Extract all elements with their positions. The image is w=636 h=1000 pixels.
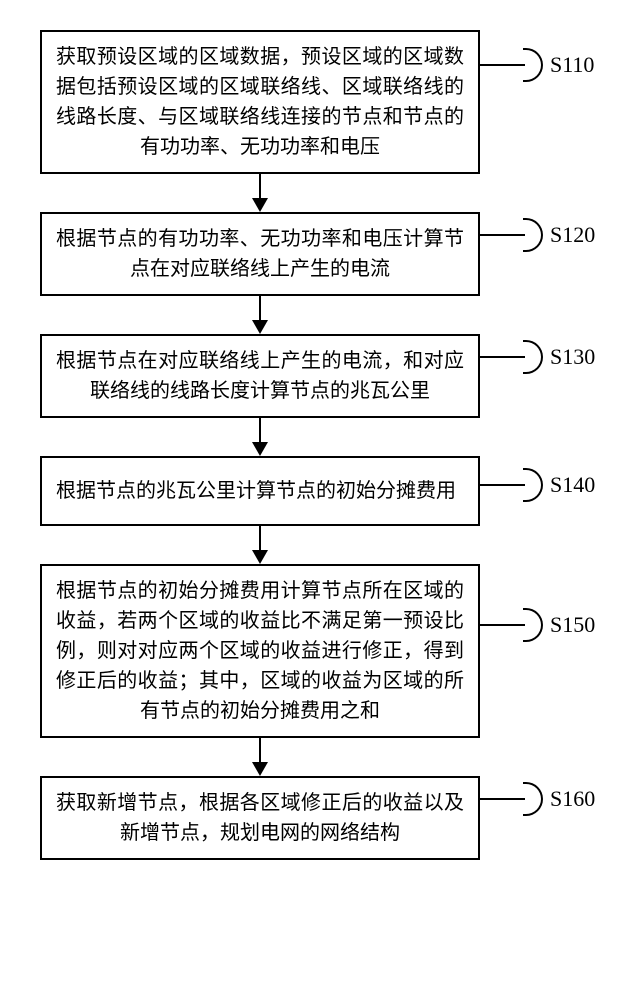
step-s130: 根据节点在对应联络线上产生的电流，和对应联络线的线路长度计算节点的兆瓦公里 S1… xyxy=(40,334,600,418)
box-s140: 根据节点的兆瓦公里计算节点的初始分摊费用 xyxy=(40,456,480,526)
box-s120: 根据节点的有功功率、无功功率和电压计算节点在对应联络线上产生的电流 xyxy=(40,212,480,296)
label-s140: S140 xyxy=(550,472,595,498)
label-s120: S120 xyxy=(550,222,595,248)
arrow-2 xyxy=(40,296,480,334)
arrow-head xyxy=(252,762,268,776)
arrow-line xyxy=(259,296,261,322)
curve-s110 xyxy=(523,48,543,82)
text-s150: 根据节点的初始分摊费用计算节点所在区域的收益，若两个区域的收益比不满足第一预设比… xyxy=(56,580,464,722)
arrow-head xyxy=(252,320,268,334)
arrow-head xyxy=(252,198,268,212)
text-s120: 根据节点的有功功率、无功功率和电压计算节点在对应联络线上产生的电流 xyxy=(56,228,464,280)
step-s120: 根据节点的有功功率、无功功率和电压计算节点在对应联络线上产生的电流 S120 xyxy=(40,212,600,296)
flowchart-container: 获取预设区域的区域数据，预设区域的区域数据包括预设区域的区域联络线、区域联络线的… xyxy=(40,30,600,860)
text-s160: 获取新增节点，根据各区域修正后的收益以及新增节点，规划电网的网络结构 xyxy=(56,792,464,844)
label-s110: S110 xyxy=(550,52,594,78)
arrow-3 xyxy=(40,418,480,456)
connector-s150 xyxy=(480,624,525,626)
label-s160: S160 xyxy=(550,786,595,812)
label-s130: S130 xyxy=(550,344,595,370)
arrow-head xyxy=(252,442,268,456)
connector-s130 xyxy=(480,356,525,358)
arrow-line xyxy=(259,174,261,200)
step-s140: 根据节点的兆瓦公里计算节点的初始分摊费用 S140 xyxy=(40,456,600,526)
text-s110: 获取预设区域的区域数据，预设区域的区域数据包括预设区域的区域联络线、区域联络线的… xyxy=(56,46,464,158)
connector-s120 xyxy=(480,234,525,236)
arrow-line xyxy=(259,526,261,552)
curve-s130 xyxy=(523,340,543,374)
label-s150: S150 xyxy=(550,612,595,638)
connector-s160 xyxy=(480,798,525,800)
text-s140: 根据节点的兆瓦公里计算节点的初始分摊费用 xyxy=(56,480,456,502)
curve-s120 xyxy=(523,218,543,252)
step-s150: 根据节点的初始分摊费用计算节点所在区域的收益，若两个区域的收益比不满足第一预设比… xyxy=(40,564,600,738)
curve-s140 xyxy=(523,468,543,502)
connector-s140 xyxy=(480,484,525,486)
arrow-5 xyxy=(40,738,480,776)
arrow-line xyxy=(259,418,261,444)
step-s110: 获取预设区域的区域数据，预设区域的区域数据包括预设区域的区域联络线、区域联络线的… xyxy=(40,30,600,174)
box-s130: 根据节点在对应联络线上产生的电流，和对应联络线的线路长度计算节点的兆瓦公里 xyxy=(40,334,480,418)
arrow-1 xyxy=(40,174,480,212)
curve-s150 xyxy=(523,608,543,642)
box-s150: 根据节点的初始分摊费用计算节点所在区域的收益，若两个区域的收益比不满足第一预设比… xyxy=(40,564,480,738)
curve-s160 xyxy=(523,782,543,816)
arrow-4 xyxy=(40,526,480,564)
text-s130: 根据节点在对应联络线上产生的电流，和对应联络线的线路长度计算节点的兆瓦公里 xyxy=(56,350,464,402)
box-s160: 获取新增节点，根据各区域修正后的收益以及新增节点，规划电网的网络结构 xyxy=(40,776,480,860)
step-s160: 获取新增节点，根据各区域修正后的收益以及新增节点，规划电网的网络结构 S160 xyxy=(40,776,600,860)
arrow-head xyxy=(252,550,268,564)
connector-s110 xyxy=(480,64,525,66)
arrow-line xyxy=(259,738,261,764)
box-s110: 获取预设区域的区域数据，预设区域的区域数据包括预设区域的区域联络线、区域联络线的… xyxy=(40,30,480,174)
